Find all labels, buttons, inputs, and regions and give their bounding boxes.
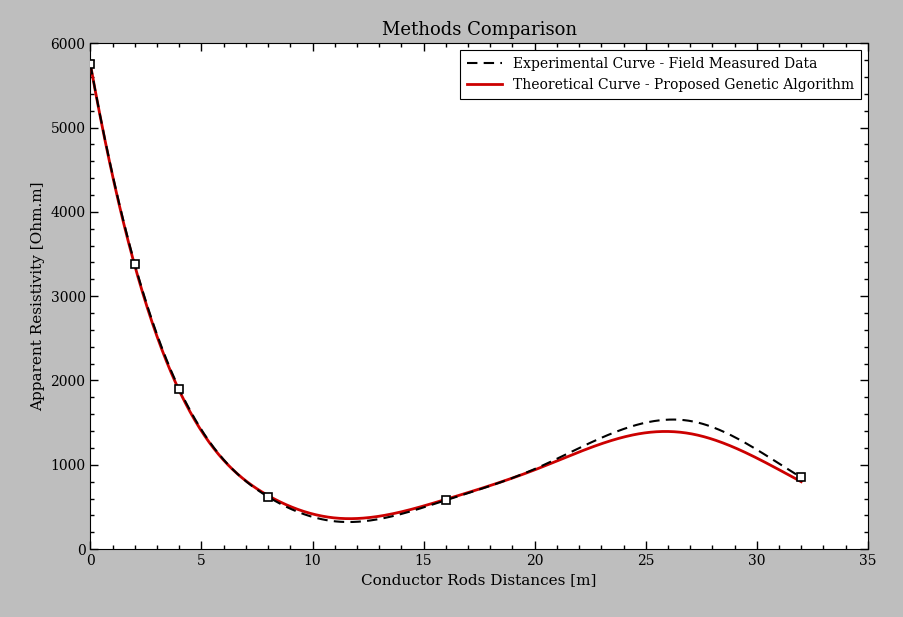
Theoretical Curve - Proposed Genetic Algorithm: [344, 515, 355, 523]
Line: Experimental Curve - Field Measured Data: Experimental Curve - Field Measured Data: [90, 64, 800, 522]
Legend: Experimental Curve - Field Measured Data, Theoretical Curve - Proposed Genetic A: Experimental Curve - Field Measured Data…: [460, 50, 860, 99]
Experimental Curve - Field Measured Data: [620, 424, 631, 432]
Theoretical Curve - Proposed Genetic Algorithm: [267, 495, 278, 502]
Experimental Curve - Field Measured Data: [560, 450, 571, 458]
Y-axis label: Apparent Resistivity [Ohm.m]: Apparent Resistivity [Ohm.m]: [31, 181, 45, 411]
Line: Theoretical Curve - Proposed Genetic Algorithm: Theoretical Curve - Proposed Genetic Alg…: [90, 64, 800, 519]
Theoretical Curve - Proposed Genetic Algorithm: [505, 475, 516, 482]
Experimental Curve - Field Measured Data: [343, 518, 354, 526]
Title: Methods Comparison: Methods Comparison: [381, 21, 576, 39]
Experimental Curve - Field Measured Data: [210, 447, 221, 454]
X-axis label: Conductor Rods Distances [m]: Conductor Rods Distances [m]: [361, 574, 596, 587]
Theoretical Curve - Proposed Genetic Algorithm: [560, 453, 571, 461]
Experimental Curve - Field Measured Data: [407, 507, 418, 515]
Theoretical Curve - Proposed Genetic Algorithm: [85, 60, 96, 68]
Theoretical Curve - Proposed Genetic Algorithm: [795, 478, 805, 486]
Theoretical Curve - Proposed Genetic Algorithm: [210, 448, 221, 455]
Theoretical Curve - Proposed Genetic Algorithm: [620, 433, 631, 440]
Theoretical Curve - Proposed Genetic Algorithm: [407, 505, 418, 513]
Experimental Curve - Field Measured Data: [85, 60, 96, 68]
Experimental Curve - Field Measured Data: [505, 475, 516, 482]
Experimental Curve - Field Measured Data: [267, 496, 278, 503]
Experimental Curve - Field Measured Data: [795, 474, 805, 481]
